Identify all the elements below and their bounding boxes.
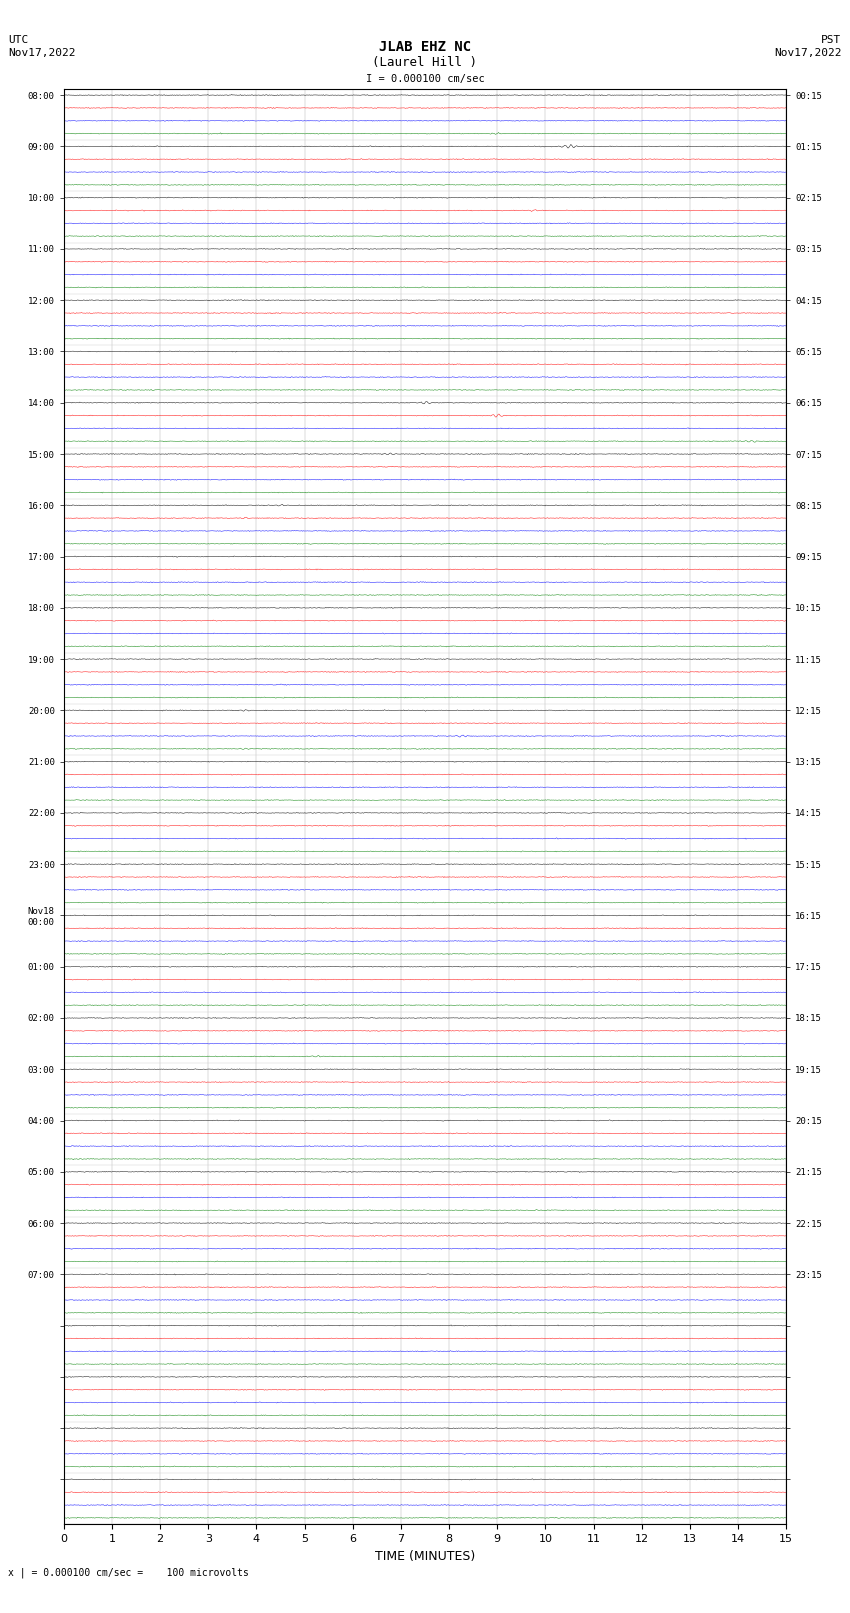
Text: x | = 0.000100 cm/sec =    100 microvolts: x | = 0.000100 cm/sec = 100 microvolts xyxy=(8,1566,249,1578)
Text: I = 0.000100 cm/sec: I = 0.000100 cm/sec xyxy=(366,74,484,84)
Text: UTC: UTC xyxy=(8,35,29,45)
X-axis label: TIME (MINUTES): TIME (MINUTES) xyxy=(375,1550,475,1563)
Text: Nov17,2022: Nov17,2022 xyxy=(8,48,76,58)
Text: Nov17,2022: Nov17,2022 xyxy=(774,48,842,58)
Text: PST: PST xyxy=(821,35,842,45)
Text: (Laurel Hill ): (Laurel Hill ) xyxy=(372,56,478,69)
Text: JLAB EHZ NC: JLAB EHZ NC xyxy=(379,40,471,55)
